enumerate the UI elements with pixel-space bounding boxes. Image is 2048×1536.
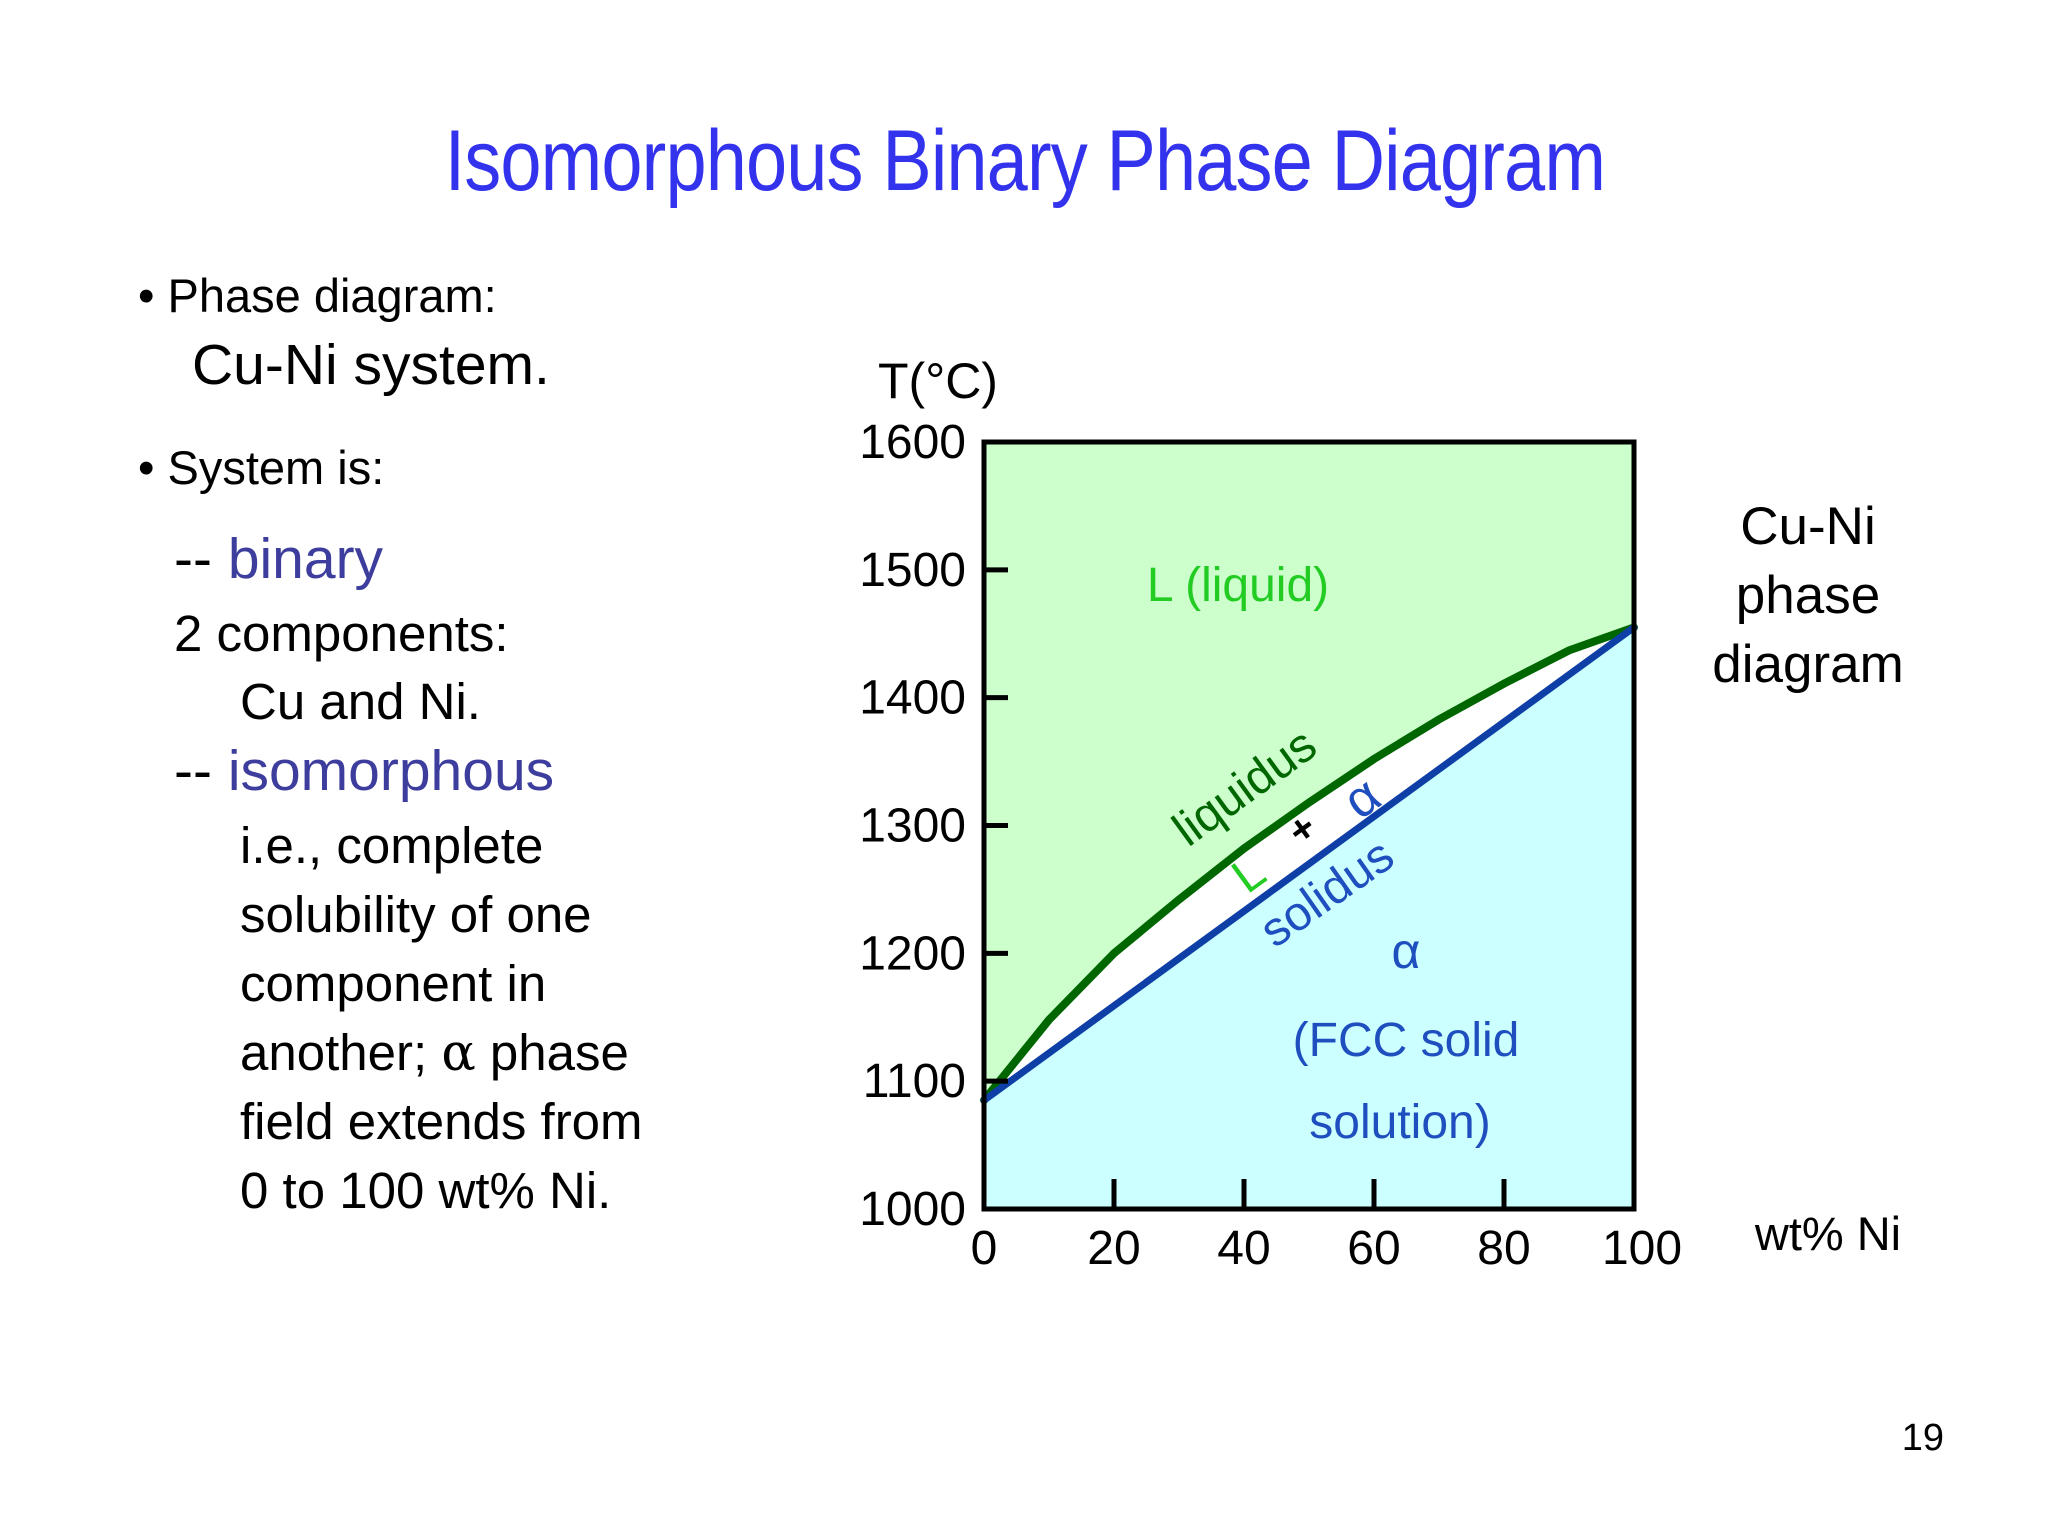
x-axis-label: wt% Ni — [1754, 1207, 1901, 1260]
diagram-caption: Cu-Ni phase diagram — [1668, 492, 1948, 699]
binary-word: binary — [227, 527, 384, 591]
iso-line-3: component in — [240, 955, 547, 1012]
solid-region — [984, 627, 1634, 1209]
y-tick-label: 1500 — [859, 544, 966, 597]
alpha-phase-symbol: α — [1392, 923, 1421, 979]
liquidus-line — [980, 623, 1638, 1105]
binary-line: -- binary — [174, 526, 383, 592]
liquid-region-label: L (liquid) — [1147, 559, 1329, 612]
x-tick-label: 40 — [1217, 1222, 1270, 1275]
isomorphous-word: isomorphous — [227, 739, 555, 803]
alpha-symbol-text: α — [441, 1024, 476, 1083]
x-tick-label: 80 — [1477, 1222, 1530, 1275]
alpha-description-line-1: (FCC solid — [1293, 1014, 1520, 1067]
iso-line-4-b: phase — [475, 1024, 629, 1081]
axis-ticks: 1000 1100 1200 1300 1400 1500 1600 0 20 40 60 80 100 — [859, 416, 1682, 1275]
y-tick-label: 1600 — [859, 416, 966, 469]
y-tick-label: 1400 — [859, 672, 966, 725]
bullet-system-is: • System is: — [138, 441, 385, 494]
solidus-line — [980, 623, 1638, 1104]
y-tick-label: 1100 — [863, 1055, 966, 1108]
caption-line-2: phase — [1735, 566, 1881, 625]
slide-title: Isomorphous Binary Phase Diagram — [444, 113, 1606, 209]
y-axis-label: T(°C) — [878, 353, 998, 409]
cu-and-ni-line: Cu and Ni. — [240, 673, 481, 730]
components-line: 2 components: — [174, 605, 509, 662]
caption-line-3: diagram — [1712, 635, 1904, 694]
iso-line-2: solubility of one — [240, 886, 592, 943]
x-tick-label: 20 — [1087, 1222, 1140, 1275]
x-tick-label: 60 — [1347, 1222, 1400, 1275]
x-tick-label: 100 — [1602, 1222, 1682, 1275]
iso-line-1: i.e., complete — [240, 817, 544, 874]
iso-prefix: -- — [174, 739, 228, 803]
page-number: 19 — [1901, 1417, 1944, 1459]
alpha-description-line-2: solution) — [1309, 1096, 1490, 1149]
y-tick-label: 1200 — [859, 927, 966, 980]
bullet-phase-diagram: • Phase diagram: — [138, 269, 497, 322]
iso-line-6: 0 to 100 wt% Ni. — [240, 1162, 612, 1219]
x-tick-label: 0 — [971, 1222, 998, 1275]
iso-line-4-a: another; — [240, 1024, 442, 1081]
iso-line-5: field extends from — [240, 1093, 643, 1150]
y-tick-label: 1300 — [859, 800, 966, 853]
y-tick-label: 1000 — [859, 1183, 966, 1236]
iso-line-4: another; α phase — [240, 1023, 629, 1083]
isomorphous-line: -- isomorphous — [174, 738, 554, 804]
binary-prefix: -- — [174, 527, 228, 591]
cu-ni-system-text: Cu-Ni system. — [192, 333, 550, 397]
caption-line-1: Cu-Ni — [1740, 497, 1876, 556]
